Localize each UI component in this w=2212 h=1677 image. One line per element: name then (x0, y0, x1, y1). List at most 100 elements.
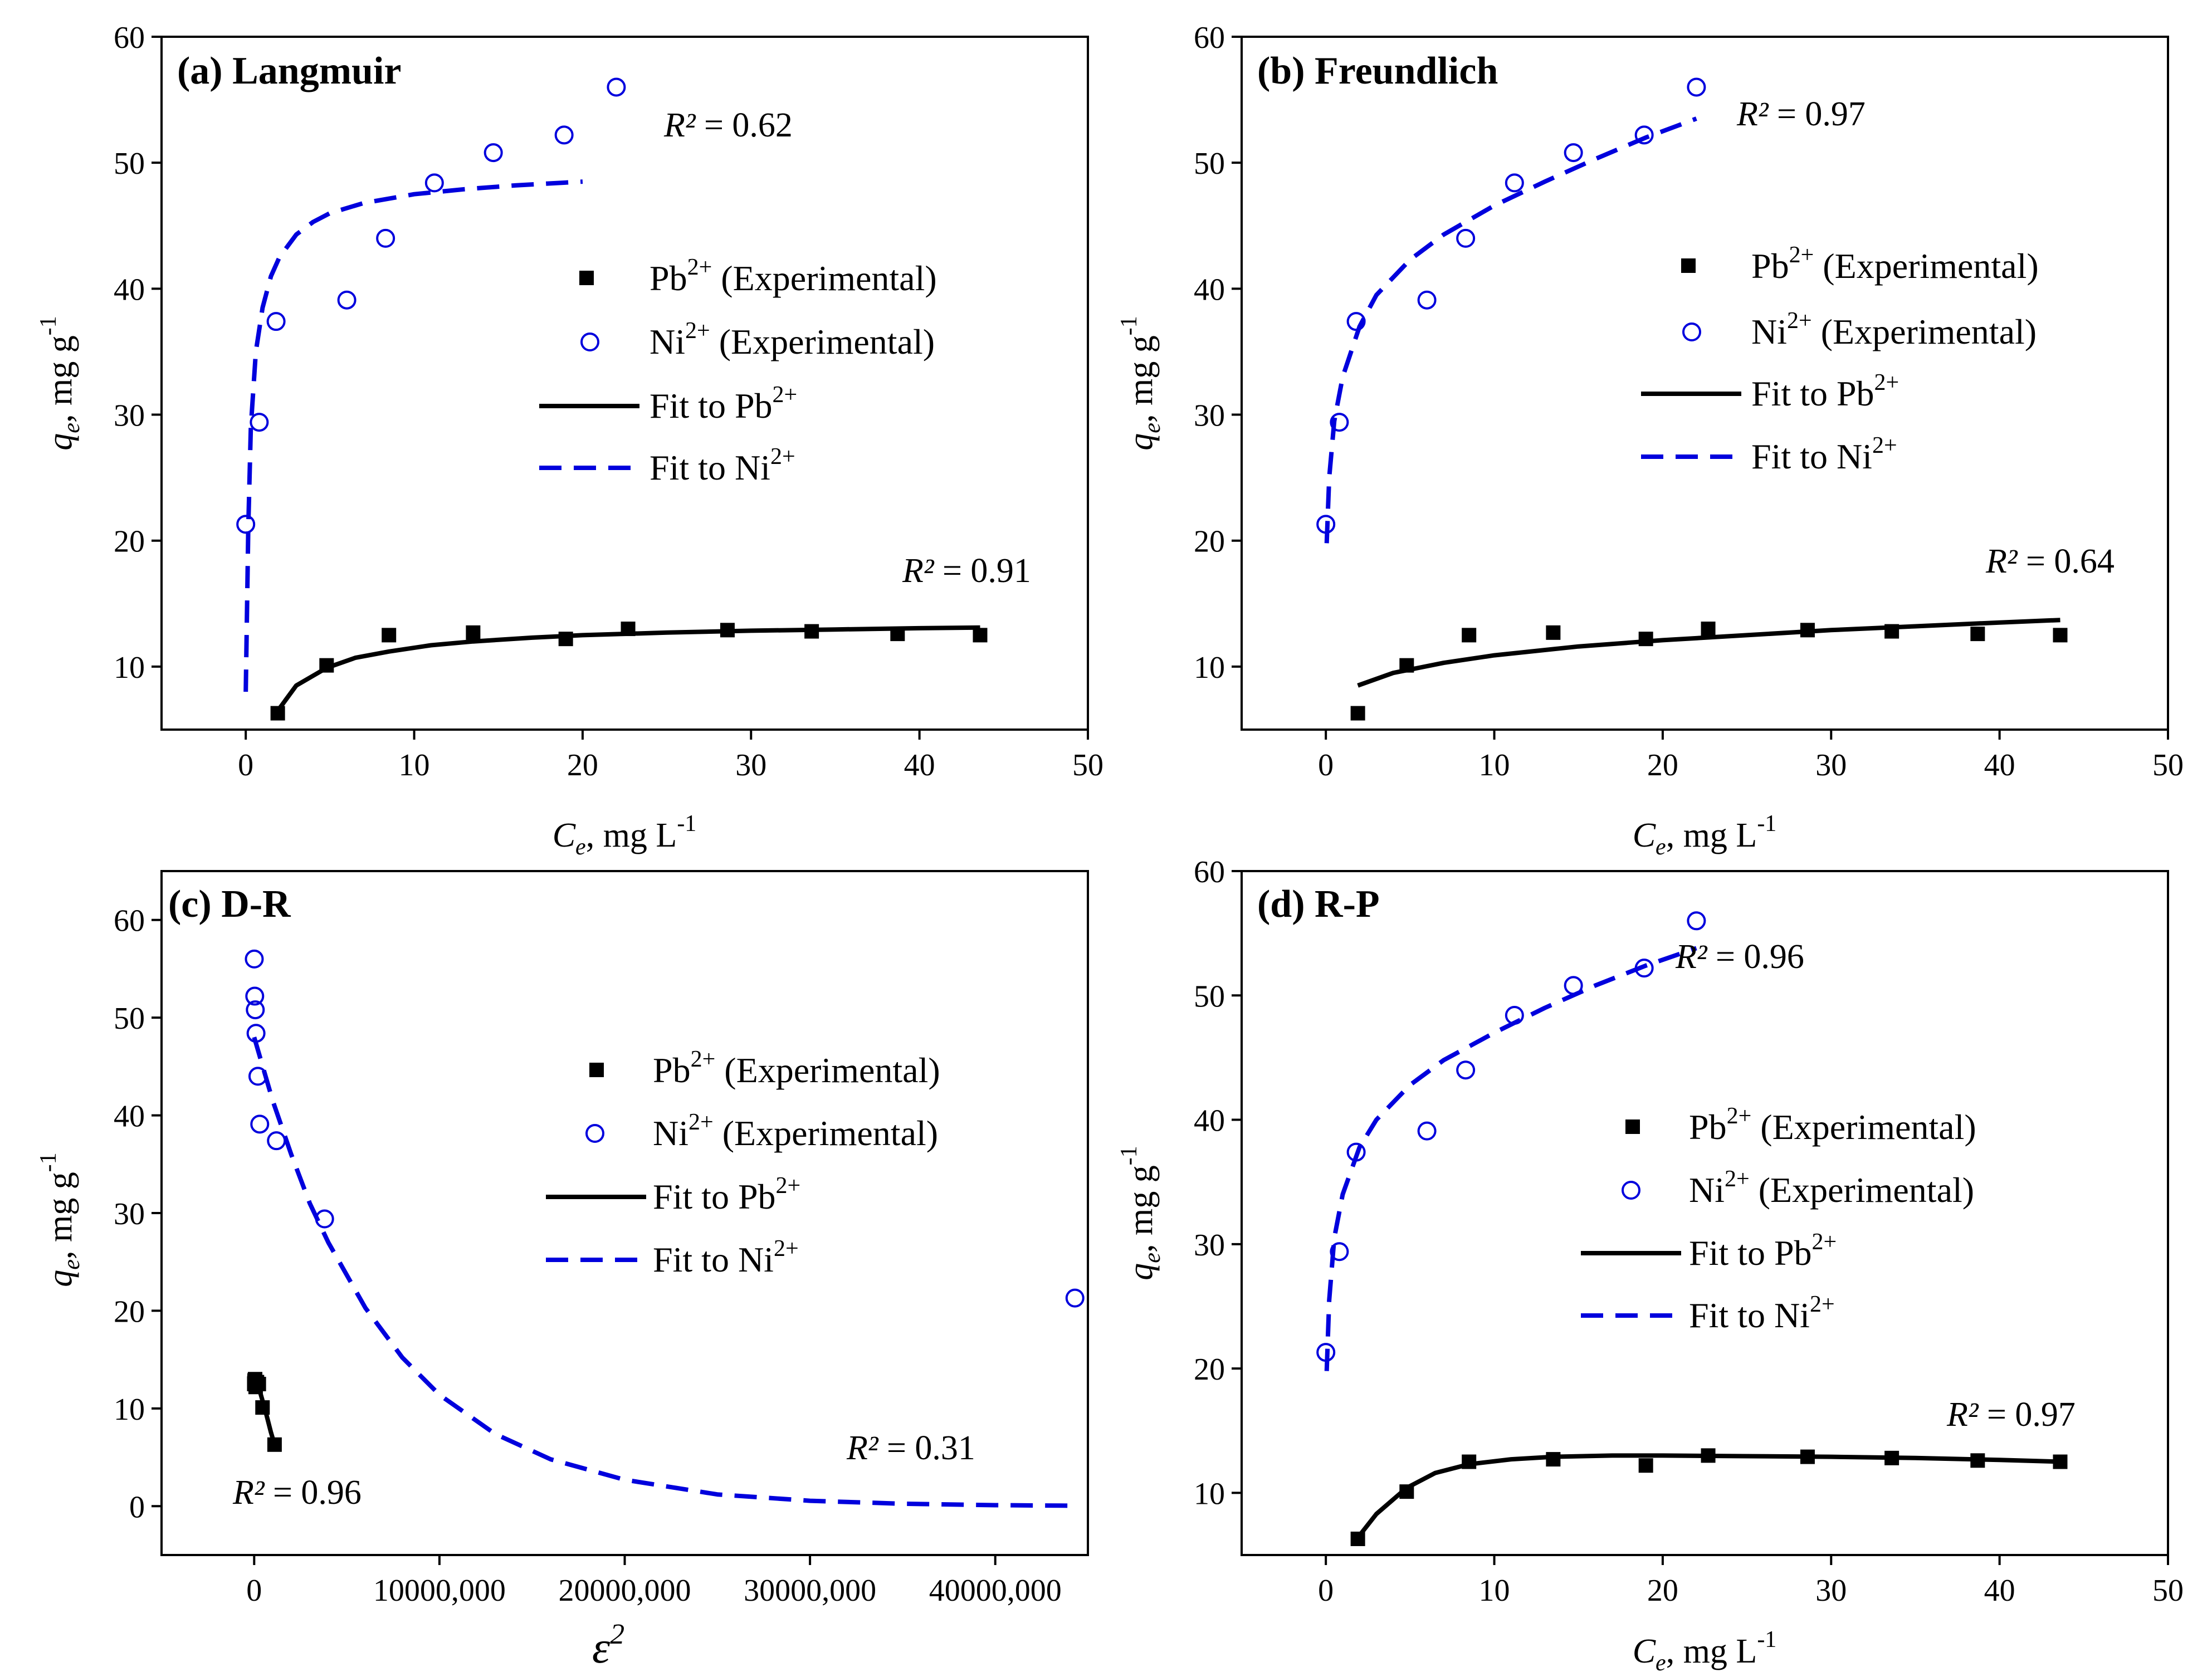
pb-data-point (1462, 628, 1477, 643)
panel-c-series (245, 949, 1085, 1508)
panel-b-r2-pb: R² = 0.64 (1985, 542, 2115, 580)
panel-b-legend-marker-pb (1681, 258, 1696, 273)
x-tick-label: 0 (1318, 748, 1334, 783)
y-tick-label: 20 (114, 525, 145, 559)
panel-c-tick-labels: 0 10000,000 20000,000 30000,000 40000,000 0 10… (114, 904, 1062, 1608)
ni-data-point (554, 125, 574, 145)
panel-a-legend-marker-ni (580, 333, 599, 351)
ni-data-point (245, 949, 264, 969)
panel-b-r2-ni: R² = 0.97 (1736, 95, 1866, 133)
panel-d-r2-pb: R² = 0.97 (1946, 1396, 2076, 1434)
panel-b-y-axis-label: qe, mg g-1 (1116, 316, 1165, 450)
panel-d-rp: 0 10 20 30 40 50 10 20 30 40 50 60 (d) R-P Ce, mg L… (1116, 855, 2184, 1676)
panel-c-legend-label-pb-fit: Fit to Pb2+ (653, 1173, 800, 1216)
pb-data-point (1399, 1484, 1414, 1499)
pb-data-point (1884, 624, 1900, 639)
ni-data-point (1065, 1288, 1085, 1308)
x-tick-label: 30000,000 (744, 1573, 876, 1608)
panel-d-title: (d) R-P (1257, 883, 1380, 926)
y-tick-label: 30 (114, 399, 145, 433)
x-tick-label: 30 (735, 748, 766, 783)
panel-d-series (1316, 911, 2068, 1546)
panel-a-legend-label-pb: Pb2+ (Experimental) (650, 255, 937, 298)
panel-a-tick-labels: 0 10 20 30 40 50 10 20 30 40 50 60 (114, 21, 1103, 783)
ni-data-point (1456, 228, 1476, 248)
panel-d-tick-labels: 0 10 20 30 40 50 10 20 30 40 50 60 (1194, 855, 2184, 1608)
y-tick-label: 40 (1194, 272, 1225, 307)
y-tick-label: 30 (1194, 1228, 1225, 1263)
panel-c-legend-label-ni-fit: Fit to Ni2+ (653, 1236, 799, 1279)
panel-c-legend-marker-pb (589, 1063, 604, 1077)
ni-data-point (1316, 1343, 1336, 1362)
y-tick-label: 20 (114, 1294, 145, 1329)
x-tick-label: 30 (1815, 1573, 1847, 1608)
x-tick-label: 10 (399, 748, 430, 783)
ni-fit-line (252, 1036, 1070, 1508)
y-tick-label: 50 (114, 146, 145, 181)
panel-d-ticks (1232, 870, 2169, 1565)
y-tick-label: 60 (1194, 855, 1225, 889)
y-tick-label: 60 (1194, 21, 1225, 55)
ni-data-point (245, 986, 265, 1006)
panel-b-freundlich: 0 10 20 30 40 50 10 20 30 40 50 60 (b) Freundlich C… (1116, 21, 2184, 860)
panel-b-legend-label-ni-fit: Fit to Ni2+ (1751, 433, 1897, 476)
ni-data-point (484, 143, 503, 163)
panel-d-legend-label-pb: Pb2+ (Experimental) (1689, 1103, 1976, 1147)
x-tick-label: 20 (567, 748, 598, 783)
ni-data-point (315, 1209, 334, 1229)
pb-data-point (267, 1437, 282, 1452)
panel-a-legend: Pb2+ (Experimental) Ni2+ (Experimental) … (539, 255, 937, 487)
panel-c-legend-label-pb: Pb2+ (Experimental) (653, 1047, 940, 1090)
pb-data-point (2053, 628, 2068, 643)
y-tick-label: 40 (114, 272, 145, 307)
ni-data-point (337, 290, 357, 310)
ni-data-point (1634, 125, 1654, 145)
ni-data-point (1330, 1242, 1349, 1262)
pb-data-point (382, 628, 397, 643)
x-tick-label: 40 (1984, 1573, 2015, 1608)
panel-d-r2-ni: R² = 0.96 (1675, 938, 1804, 976)
ni-fit-line (243, 179, 583, 692)
pb-data-point (251, 1377, 266, 1391)
panel-c-x-axis-label: ε2 (592, 1619, 624, 1673)
pb-data-point (270, 706, 285, 721)
ni-data-point (376, 228, 395, 248)
y-tick-label: 0 (129, 1490, 145, 1524)
pb-data-point (558, 632, 573, 647)
panel-a-legend-marker-pb (579, 271, 594, 285)
panel-d-x-axis-label: Ce, mg L-1 (1633, 1627, 1777, 1676)
y-tick-label: 40 (114, 1099, 145, 1134)
panel-a-legend-label-ni: Ni2+ (Experimental) (650, 318, 935, 361)
ni-fit-line (1324, 116, 1697, 544)
y-tick-label: 30 (114, 1197, 145, 1231)
panel-b-ticks (1232, 36, 2169, 740)
pb-data-point (973, 628, 988, 643)
pb-data-point (1350, 706, 1365, 721)
x-tick-label: 50 (2152, 1573, 2184, 1608)
panel-d-plot-frame (1241, 870, 2169, 1556)
ni-data-point (266, 312, 286, 331)
ni-data-point (1417, 290, 1437, 310)
panel-d-legend-marker-ni (1622, 1181, 1640, 1200)
ni-data-point (250, 413, 269, 432)
x-tick-label: 40 (1984, 748, 2015, 783)
x-tick-label: 0 (238, 748, 253, 783)
pb-data-point (1884, 1450, 1900, 1465)
pb-data-point (720, 623, 735, 638)
panel-c-r2-ni: R² = 0.31 (846, 1429, 975, 1467)
ni-data-point (1687, 77, 1706, 97)
panel-d-legend-marker-pb (1625, 1119, 1640, 1134)
panel-b-x-axis-label: Ce, mg L-1 (1633, 811, 1777, 860)
ni-data-point (250, 1114, 270, 1134)
ni-data-point (267, 1131, 286, 1151)
panel-b-tick-labels: 0 10 20 30 40 50 10 20 30 40 50 60 (1194, 21, 2184, 783)
panel-b-series (1316, 77, 2068, 721)
y-tick-label: 10 (1194, 651, 1225, 685)
panel-c-ticks (152, 918, 997, 1565)
panel-a-series (236, 77, 988, 721)
y-tick-label: 60 (114, 904, 145, 938)
pb-data-point (804, 624, 819, 639)
panel-b-legend-label-pb: Pb2+ (Experimental) (1751, 242, 2039, 286)
y-tick-label: 50 (1194, 146, 1225, 181)
x-tick-label: 50 (2152, 748, 2184, 783)
